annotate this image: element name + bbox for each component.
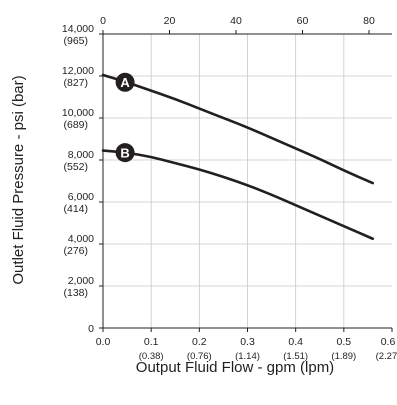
x-tick-label-1: 0.1 xyxy=(144,336,159,348)
y-tick-label-0: 0 xyxy=(88,323,94,335)
y-tick-sublabel-5: (689) xyxy=(63,119,88,131)
x2-tick-label-1: 20 xyxy=(164,15,176,27)
series-marker-label-b: B xyxy=(120,145,129,160)
x-tick-sublabel-2: (0.76) xyxy=(187,351,212,362)
y-tick-sublabel-4: (552) xyxy=(63,161,88,173)
y-tick-sublabel-3: (414) xyxy=(63,203,88,215)
y-tick-label-2: 4,000 xyxy=(68,233,94,245)
x2-tick-label-0: 0 xyxy=(100,15,106,27)
x-tick-sublabel-3: (1.14) xyxy=(235,351,260,362)
x-tick-sublabel-4: (1.51) xyxy=(283,351,308,362)
y-tick-sublabel-1: (138) xyxy=(63,287,88,299)
y-tick-label-6: 12,000 xyxy=(62,65,94,77)
x-tick-label-6: 0.6 xyxy=(381,336,396,348)
y-tick-label-4: 8,000 xyxy=(68,149,94,161)
series-marker-a xyxy=(115,72,135,92)
x-tick-label-0: 0.0 xyxy=(96,336,111,348)
y-tick-label-3: 6,000 xyxy=(68,191,94,203)
x-tick-label-2: 0.2 xyxy=(192,336,207,348)
x-tick-sublabel-6: (2.27) xyxy=(376,351,397,362)
x2-tick-label-2: 40 xyxy=(230,15,242,27)
x-tick-sublabel-1: (0.38) xyxy=(139,351,164,362)
x-tick-sublabel-5: (1.89) xyxy=(331,351,356,362)
x-tick-label-3: 0.3 xyxy=(240,336,255,348)
series-line-b xyxy=(101,149,375,241)
y-tick-sublabel-6: (827) xyxy=(63,77,88,89)
y-tick-label-7: 14,000 xyxy=(62,23,94,35)
grid xyxy=(103,34,392,328)
axis-ticks: 0.0 0.1 (0.38) 0.2 (0.76) 0.3 (1.14) 0.4 (1.51) 0… xyxy=(62,15,397,362)
series-line-a xyxy=(101,73,375,185)
y-tick-sublabel-2: (276) xyxy=(63,245,88,257)
y-axis-title: Outlet Fluid Pressure - psi (bar) xyxy=(10,75,27,284)
series-marker-b xyxy=(115,143,135,163)
x-tick-label-4: 0.4 xyxy=(288,336,303,348)
series-curves: AB xyxy=(101,72,375,241)
y-tick-label-1: 2,000 xyxy=(68,275,94,287)
x2-tick-label-4: 80 xyxy=(363,15,375,27)
x-tick-label-5: 0.5 xyxy=(337,336,352,348)
series-marker-label-a: A xyxy=(120,75,130,90)
x-axis-title: Output Fluid Flow - gpm (lpm) xyxy=(136,359,334,376)
y-tick-label-5: 10,000 xyxy=(62,107,94,119)
x2-tick-label-3: 60 xyxy=(297,15,309,27)
y-tick-sublabel-7: (965) xyxy=(63,35,88,47)
